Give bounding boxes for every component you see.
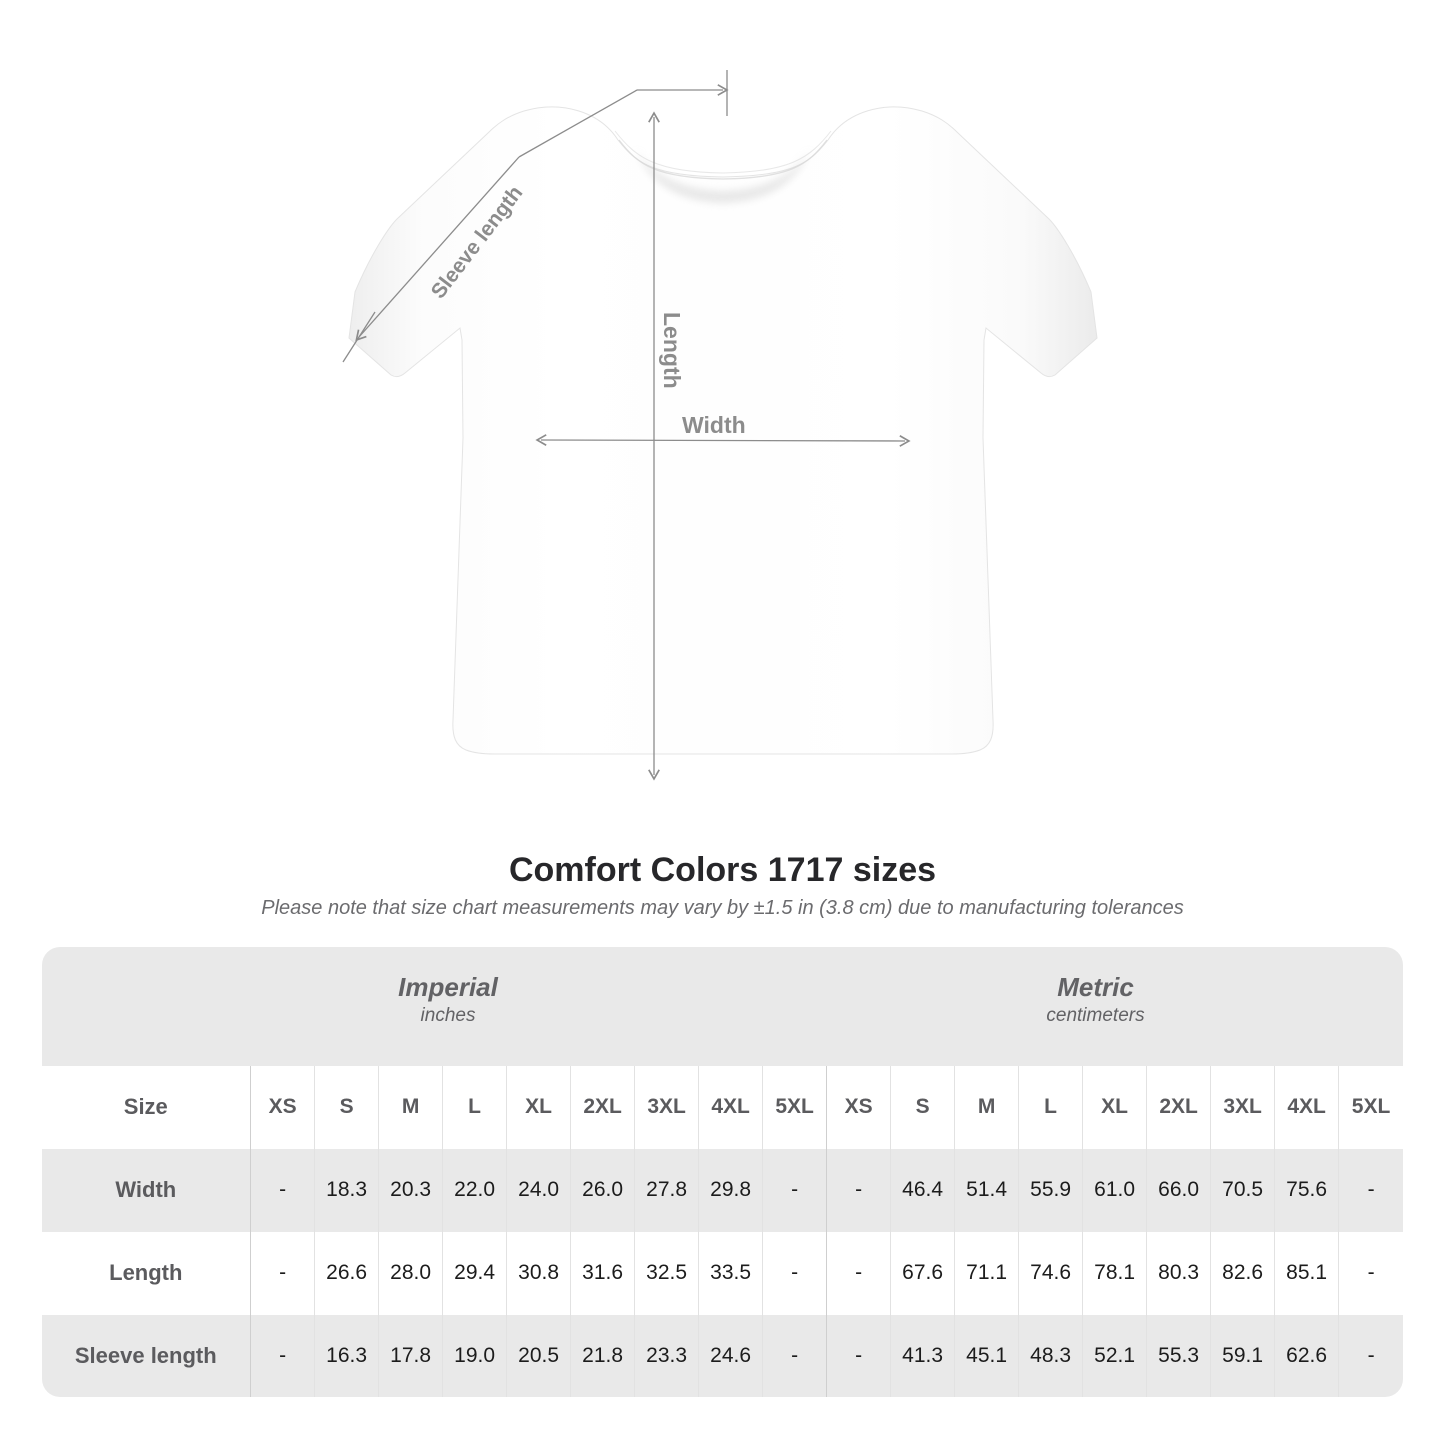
svg-text:Width: Width: [682, 412, 746, 438]
svg-text:Length: Length: [659, 312, 685, 389]
